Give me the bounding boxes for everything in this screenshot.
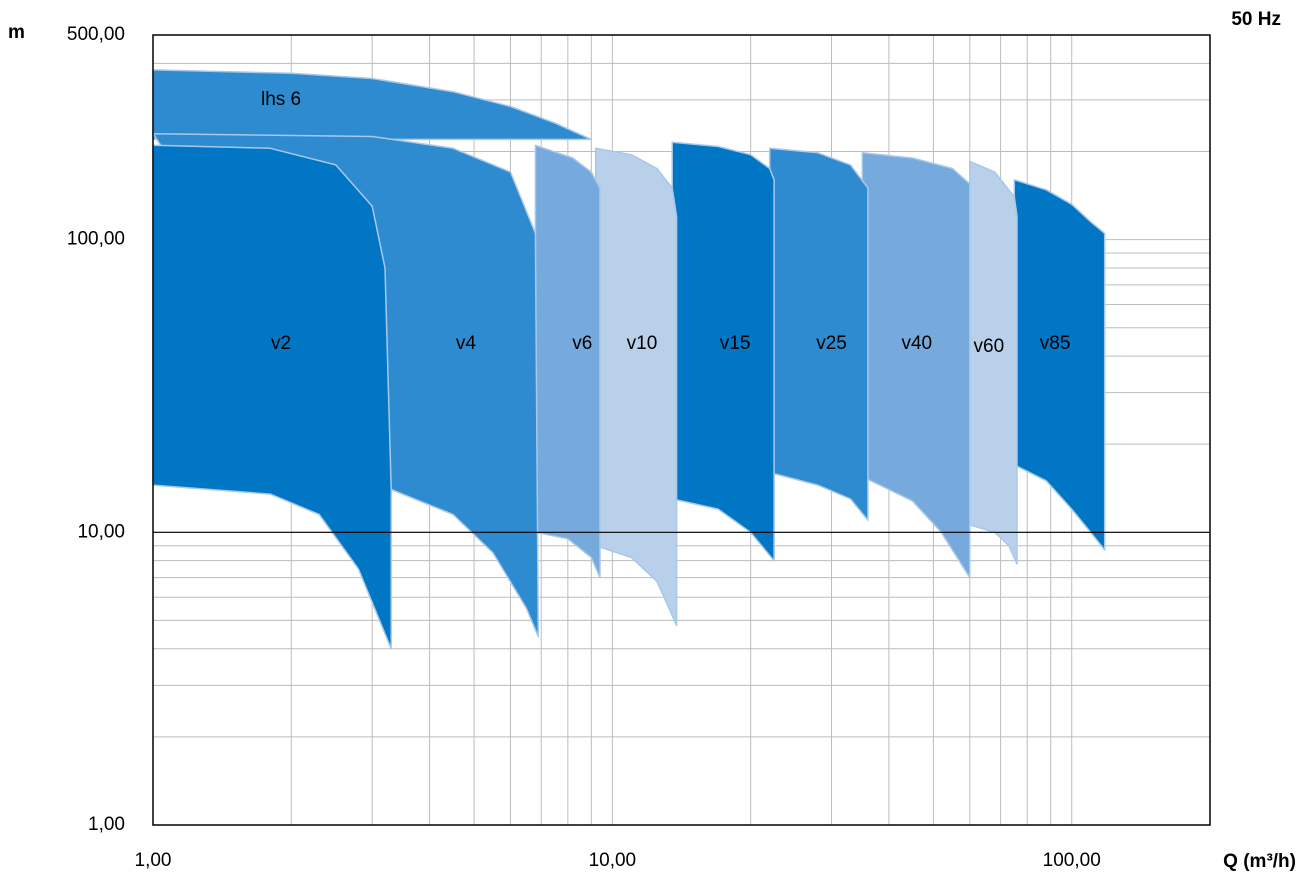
series-label-v10: v10: [627, 333, 658, 354]
x-tick-labels: 1,00 10,00 100,00: [135, 850, 1101, 871]
series-area-v15: [671, 141, 775, 562]
x-tick-label: 1,00: [135, 850, 172, 871]
series-area-lhs-6: [152, 69, 593, 141]
y-tick-label: 100,00: [67, 229, 125, 250]
series-label-v15: v15: [720, 333, 751, 354]
series-label-v60: v60: [974, 336, 1005, 357]
frequency-label: 50 Hz: [1231, 9, 1281, 30]
y-tick-label: 500,00: [67, 24, 125, 45]
plot-frame: [152, 34, 1211, 826]
series-labels: lhs 6 v2 v4 v6 v10 v15 v25 v40 v60 v85: [261, 89, 1070, 357]
series-areas: [152, 69, 1106, 650]
x-tick-label: 10,00: [589, 850, 637, 871]
x-tick-label: 100,00: [1043, 850, 1101, 871]
series-label-v25: v25: [816, 333, 847, 354]
series-area-v85: [1013, 179, 1106, 551]
y-tick-labels: 1,00 10,00 100,00 500,00: [67, 24, 125, 835]
series-area-v2: [152, 144, 392, 650]
series-label-lhs-6: lhs 6: [261, 89, 301, 110]
series-label-v2: v2: [271, 333, 291, 354]
series-area-v60: [969, 160, 1018, 565]
series-area-v40: [861, 152, 971, 579]
series-area-v10: [594, 147, 678, 627]
y-tick-label: 1,00: [88, 814, 125, 835]
series-label-v4: v4: [456, 333, 477, 354]
y-axis-label: m: [8, 22, 25, 43]
series-area-v25: [768, 147, 869, 521]
series-area-v6: [534, 144, 601, 579]
x-axis-label: Q (m³/h): [1223, 851, 1296, 872]
chart-axes: [152, 34, 1211, 826]
series-label-v85: v85: [1040, 333, 1071, 354]
series-label-v6: v6: [572, 333, 592, 354]
series-label-v40: v40: [901, 333, 932, 354]
y-tick-label: 10,00: [77, 521, 125, 542]
